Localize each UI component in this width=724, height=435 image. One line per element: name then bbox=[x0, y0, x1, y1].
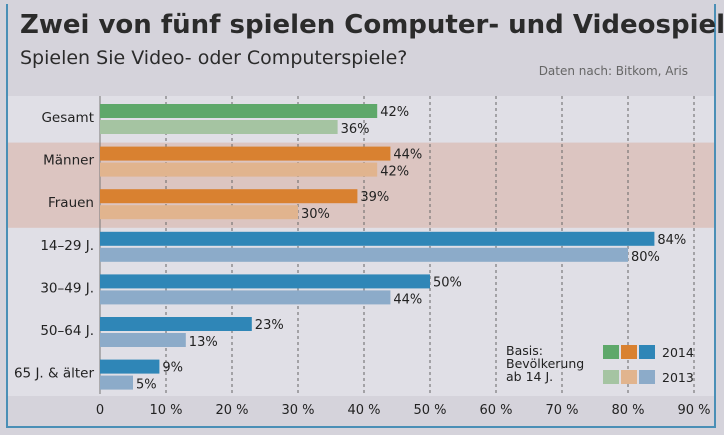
x-tick-label: 40 % bbox=[347, 403, 380, 418]
data-label-2014: 84% bbox=[657, 233, 686, 248]
bar-2013 bbox=[100, 375, 133, 390]
x-tick-label: 80 % bbox=[611, 403, 644, 418]
data-source: Daten nach: Bitkom, Aris bbox=[538, 64, 688, 78]
x-tick-label: 20 % bbox=[215, 403, 248, 418]
category-label: Gesamt bbox=[41, 110, 94, 126]
legend-swatch bbox=[639, 345, 655, 359]
bar-2014 bbox=[100, 231, 655, 246]
legend-swatch bbox=[603, 345, 619, 359]
data-label-2014: 23% bbox=[255, 318, 284, 333]
data-label-2014: 42% bbox=[380, 105, 409, 120]
data-label-2013: 44% bbox=[393, 292, 422, 307]
data-label-2013: 80% bbox=[631, 250, 660, 265]
category-label: 50–64 J. bbox=[40, 323, 94, 339]
legend-basis-text: Bevölkerung bbox=[506, 356, 584, 371]
bar-2013 bbox=[100, 120, 338, 134]
chart-frame bbox=[6, 4, 716, 428]
legend-basis-text: ab 14 J. bbox=[506, 369, 553, 384]
bar-2014 bbox=[100, 146, 391, 161]
legend-basis-text: Basis: bbox=[506, 343, 543, 358]
category-label: 30–49 J. bbox=[40, 280, 94, 296]
data-label-2014: 39% bbox=[360, 190, 389, 205]
bar-2013 bbox=[100, 290, 391, 305]
data-label-2013: 42% bbox=[380, 165, 409, 180]
data-label-2013: 5% bbox=[136, 378, 157, 393]
x-tick-label: 10 % bbox=[149, 403, 182, 418]
chart-subtitle: Spielen Sie Video- oder Computerspiele? bbox=[20, 47, 408, 69]
x-tick-label: 70 % bbox=[545, 403, 578, 418]
data-label-2014: 50% bbox=[433, 275, 462, 290]
data-label-2014: 44% bbox=[393, 148, 422, 163]
data-label-2013: 30% bbox=[301, 207, 330, 222]
chart-title: Zwei von fünf spielen Computer- und Vide… bbox=[20, 10, 724, 40]
legend-swatch bbox=[621, 345, 637, 359]
bar-2014 bbox=[100, 317, 252, 331]
bar-2014 bbox=[100, 274, 430, 289]
legend-label: 2013 bbox=[662, 370, 694, 385]
bar-2013 bbox=[100, 205, 298, 220]
category-label: 14–29 J. bbox=[40, 238, 94, 254]
bar-2014 bbox=[100, 189, 358, 204]
legend-label: 2014 bbox=[662, 345, 694, 360]
bar-2013 bbox=[100, 247, 628, 262]
x-tick-label: 60 % bbox=[479, 403, 512, 418]
legend-swatch bbox=[621, 370, 637, 384]
x-tick-label: 0 bbox=[96, 403, 104, 418]
legend-swatch bbox=[603, 370, 619, 384]
x-tick-label: 90 % bbox=[677, 403, 710, 418]
data-label-2014: 9% bbox=[162, 361, 183, 376]
bar-2013 bbox=[100, 333, 186, 347]
category-label: 65 J. & älter bbox=[14, 366, 94, 382]
bar-2014 bbox=[100, 104, 378, 118]
bar-2013 bbox=[100, 162, 378, 177]
x-tick-label: 30 % bbox=[281, 403, 314, 418]
data-label-2013: 36% bbox=[341, 122, 370, 137]
legend-swatch bbox=[639, 370, 655, 384]
category-label: Männer bbox=[43, 153, 94, 169]
bar-2014 bbox=[100, 359, 160, 374]
x-tick-label: 50 % bbox=[413, 403, 446, 418]
data-label-2013: 13% bbox=[189, 335, 218, 350]
category-label: Frauen bbox=[48, 195, 94, 211]
